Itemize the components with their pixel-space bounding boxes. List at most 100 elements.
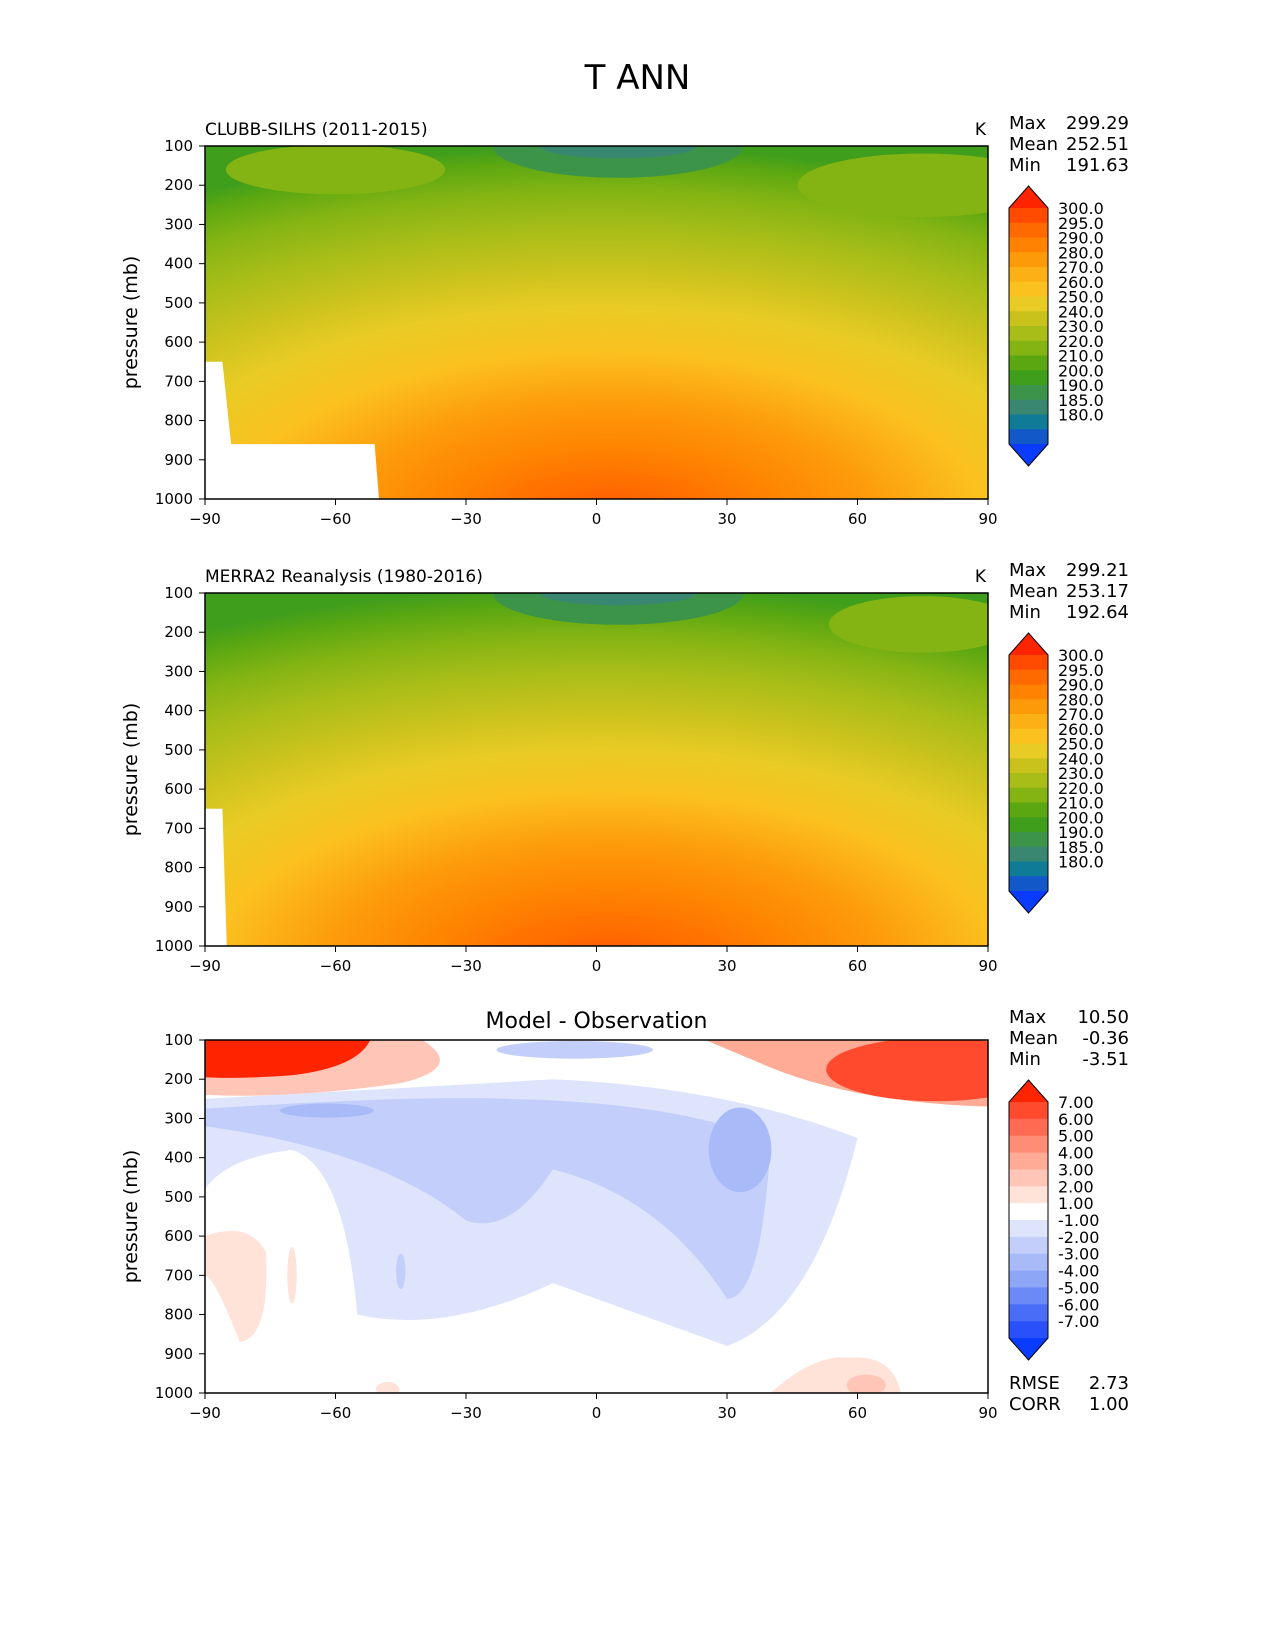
colorbar-segment	[1009, 385, 1048, 401]
colorbar-segment	[1009, 326, 1048, 342]
colorbar-tick-label: 210.0	[1058, 794, 1104, 813]
x-tick-label: 60	[848, 957, 867, 975]
chart-panel-1: −90 −60 −30 0 30 60 90 100 200 300 400 500 600 700 800…	[120, 113, 1129, 528]
colorbar-segment	[1009, 802, 1048, 818]
colorbar-outline	[1008, 185, 1049, 467]
y-tick-label: 900	[164, 898, 193, 916]
colorbar-tick-label: 210.0	[1058, 347, 1104, 366]
y-tick-label: 600	[164, 780, 193, 798]
colorbar-segment	[1009, 1270, 1048, 1288]
y-tick-label: 500	[164, 741, 193, 759]
colorbar-tick-label: 270.0	[1058, 258, 1104, 277]
colorbar-tick-label: 260.0	[1058, 720, 1104, 739]
colorbar-tick-label: -2.00	[1058, 1228, 1099, 1247]
y-tick-label: 800	[164, 1306, 193, 1324]
colorbar-segment	[1009, 817, 1048, 833]
chart-panel-3: −90 −60 −30 0 30 60 90 100 200 300 400 500 600 700 800…	[120, 1007, 1129, 1422]
y-tick-label: 300	[164, 1109, 193, 1127]
colorbar-segment	[1009, 429, 1048, 445]
y-tick-label: 200	[164, 623, 193, 641]
colorbar-tick-label: 190.0	[1058, 823, 1104, 842]
nh-lower-strat-region	[225, 146, 446, 195]
colorbar-extend-max	[1009, 633, 1048, 655]
colorbar-tick-label: 185.0	[1058, 838, 1104, 857]
nh-surface-warm-region	[375, 1382, 400, 1393]
x-tick-label: −90	[189, 1404, 221, 1422]
sh-strong-warm-region	[826, 1040, 988, 1102]
colorbar-segment	[1009, 281, 1048, 297]
y-axis-label: pressure (mb)	[120, 703, 142, 837]
polar-cold-region	[205, 593, 266, 615]
x-tick-label: 30	[717, 1404, 736, 1422]
x-tick-label: 90	[978, 510, 997, 528]
colorbar-segment	[1009, 1203, 1048, 1221]
y-tick-label: 700	[164, 1266, 193, 1284]
y-tick-label: 400	[164, 1149, 193, 1167]
x-tick-label: −90	[189, 957, 221, 975]
colorbar-segment	[1009, 846, 1048, 862]
x-tick-label: 30	[717, 510, 736, 528]
colorbar-segment	[1009, 758, 1048, 774]
stat-mean-value: 252.51	[1066, 134, 1129, 155]
tropopause-coldest-region	[539, 146, 697, 159]
sh-lower-strat-region	[797, 153, 988, 217]
colorbar-segment	[1009, 1186, 1048, 1204]
x-tick-label: 60	[848, 1404, 867, 1422]
y-tick-label: 300	[164, 662, 193, 680]
colorbar-tick-label: 2.00	[1058, 1177, 1094, 1196]
colorbar-tick-label: -4.00	[1058, 1262, 1099, 1281]
stat-max-value: 10.50	[1077, 1007, 1129, 1028]
stat-max-label: Max	[1009, 113, 1047, 134]
colorbar-segment	[1009, 311, 1048, 327]
colorbar-segment	[1009, 208, 1048, 224]
temperature-field	[205, 593, 988, 946]
colorbar-segment	[1009, 1118, 1048, 1137]
stat-mean-value: -0.36	[1082, 1028, 1129, 1049]
tropopause-cold-region	[493, 593, 744, 625]
colorbar-segment	[1009, 655, 1048, 671]
rmse-label: RMSE	[1009, 1373, 1060, 1394]
x-tick-label: 60	[848, 510, 867, 528]
contour-field	[205, 1040, 988, 1393]
y-tick-label: 100	[164, 1031, 193, 1049]
colorbar: 7.006.005.004.003.002.001.00-1.00-2.00-3…	[1008, 1079, 1099, 1361]
colorbar-segment	[1009, 267, 1048, 283]
stat-min-value: 192.64	[1066, 602, 1129, 623]
colorbar-segment	[1009, 399, 1048, 415]
x-tick-label: 0	[592, 510, 602, 528]
colorbar-tick-label: 4.00	[1058, 1144, 1094, 1163]
y-tick-label: 700	[164, 819, 193, 837]
moderate-cold-region	[205, 1097, 771, 1299]
colorbar-tick-label: 250.0	[1058, 735, 1104, 754]
colorbar-tick-label: 200.0	[1058, 361, 1104, 380]
colorbar-tick-label: -1.00	[1058, 1211, 1099, 1230]
colorbar-extend-min	[1009, 444, 1048, 466]
panel-title: Model - Observation	[486, 1009, 708, 1034]
tropopause-coldest-region	[539, 593, 697, 606]
stat-min-label: Min	[1009, 1049, 1041, 1070]
x-tick-label: −30	[450, 1404, 482, 1422]
colorbar-segment	[1009, 222, 1048, 238]
colorbar-segment	[1009, 1220, 1048, 1238]
x-tick-label: −60	[320, 957, 352, 975]
colorbar-tick-label: 230.0	[1058, 317, 1104, 336]
y-tick-label: 400	[164, 702, 193, 720]
colorbar-tick-label: 220.0	[1058, 779, 1104, 798]
figure-title: T ANN	[584, 58, 691, 98]
missing-data-region	[205, 361, 379, 499]
corr-value: 1.00	[1089, 1394, 1129, 1415]
colorbar-extend-max	[1009, 1080, 1048, 1102]
colorbar-tick-label: -5.00	[1058, 1278, 1099, 1297]
colorbar-tick-label: 230.0	[1058, 764, 1104, 783]
y-tick-label: 800	[164, 859, 193, 877]
y-tick-label: 900	[164, 451, 193, 469]
colorbar-tick-label: 3.00	[1058, 1160, 1094, 1179]
colorbar-segment	[1009, 832, 1048, 848]
nh-cold-region	[279, 1103, 374, 1118]
colorbar-tick-label: 180.0	[1058, 853, 1104, 872]
colorbar-segment	[1009, 1304, 1048, 1322]
y-tick-label: 1000	[155, 490, 193, 508]
colorbar-segment	[1009, 1169, 1048, 1187]
stat-min-value: 191.63	[1066, 155, 1129, 176]
